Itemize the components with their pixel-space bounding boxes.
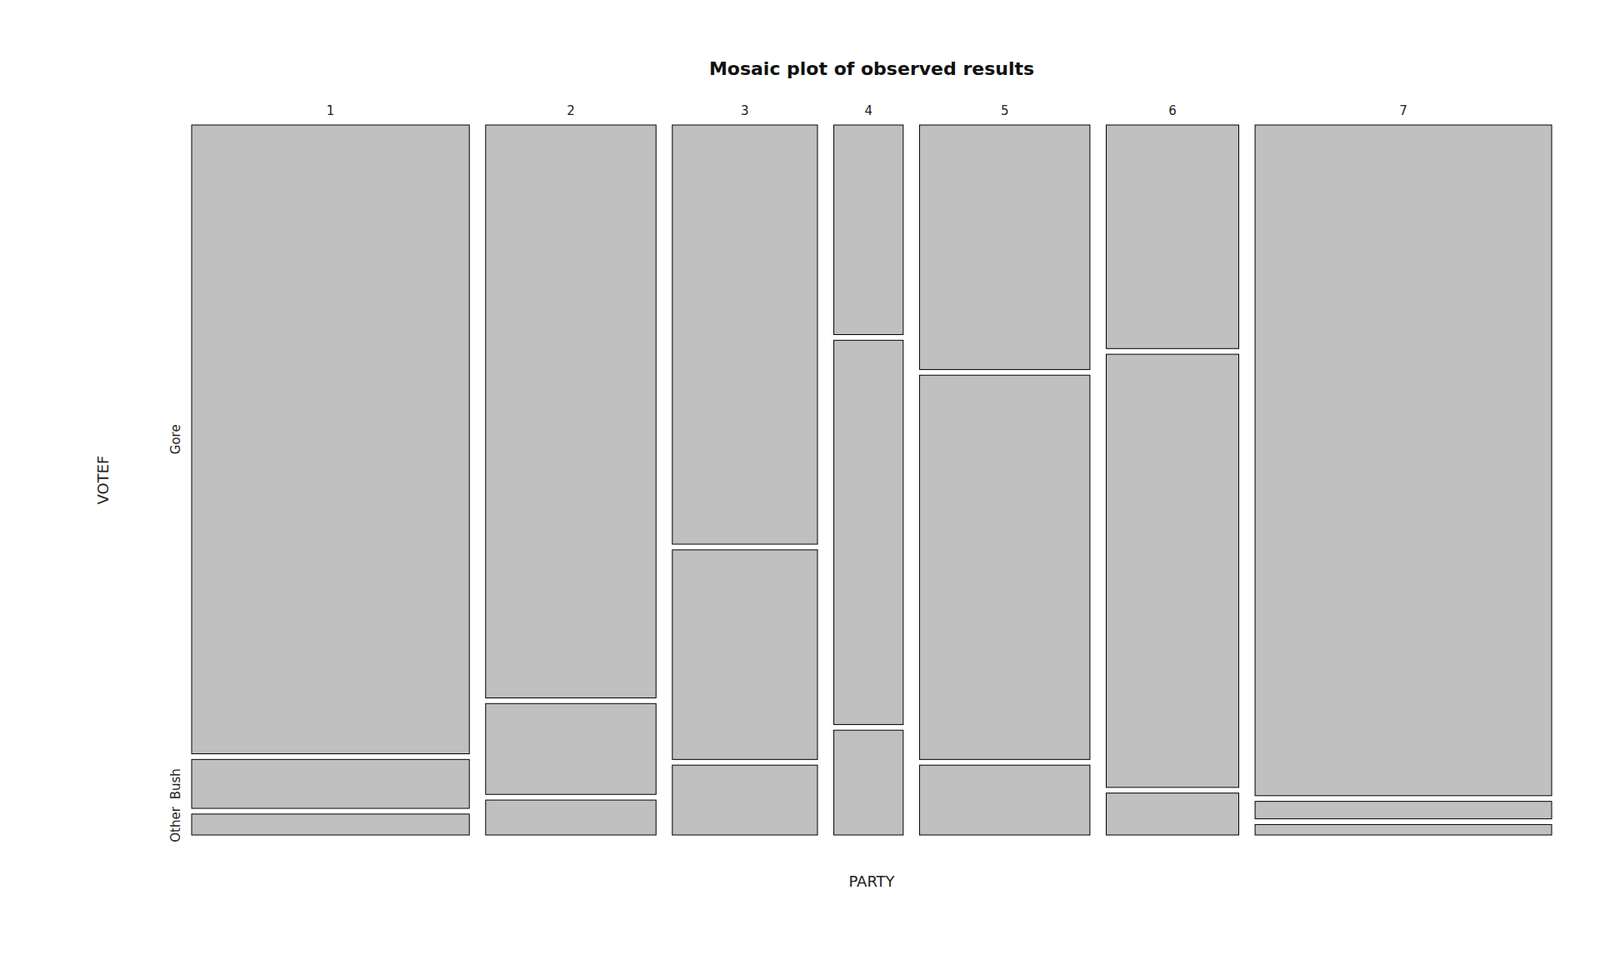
mosaic-cell [834,730,904,835]
x-tick-label: 5 [1000,103,1010,119]
x-tick-label: 3 [740,103,750,119]
y-tick-labels: Gore Bush Other [168,424,184,842]
title: Mosaic plot of observed results [709,58,1035,80]
chart: 1 2 3 4 5 6 7 Gore Bush Other Mosaic plot of obser… [0,0,1600,960]
mosaic-cell [834,340,904,725]
mosaic-cell [672,125,818,545]
mosaic-cell [834,125,904,335]
mosaic-cell [191,125,470,755]
mosaic-cell [1105,354,1239,788]
mosaic-cell [672,765,818,835]
x-tick-label: 6 [1168,103,1177,119]
mosaic-cell [485,800,656,835]
mosaic-cell [919,125,1090,370]
x-tick-label: 1 [326,103,335,119]
y-tick-label: Other [168,805,184,842]
y-tick-label: Gore [168,424,184,455]
x-tick-label: 4 [864,103,873,119]
x-tick-label: 2 [566,103,575,119]
y-axis-label: VOTEF [94,455,112,505]
mosaic-cell [1255,125,1552,796]
mosaic-cell [1255,801,1552,820]
mosaic-cell [672,550,818,760]
mosaic-cell [485,125,656,698]
x-tick-label: 7 [1399,103,1408,119]
mosaic-cells [191,125,1552,835]
background [0,0,1600,960]
mosaic-cell [1255,824,1552,835]
mosaic-cell [1105,125,1239,349]
mosaic-cell [191,814,470,835]
mosaic-cell [485,703,656,795]
mosaic-cell [1105,793,1239,835]
x-axis-label: PARTY [848,872,895,890]
x-tick-labels: 1 2 3 4 5 6 7 [326,103,1408,119]
mosaic-cell [919,375,1090,760]
mosaic-cell [919,765,1090,835]
y-tick-label: Bush [168,768,184,800]
mosaic-cell [191,759,470,809]
